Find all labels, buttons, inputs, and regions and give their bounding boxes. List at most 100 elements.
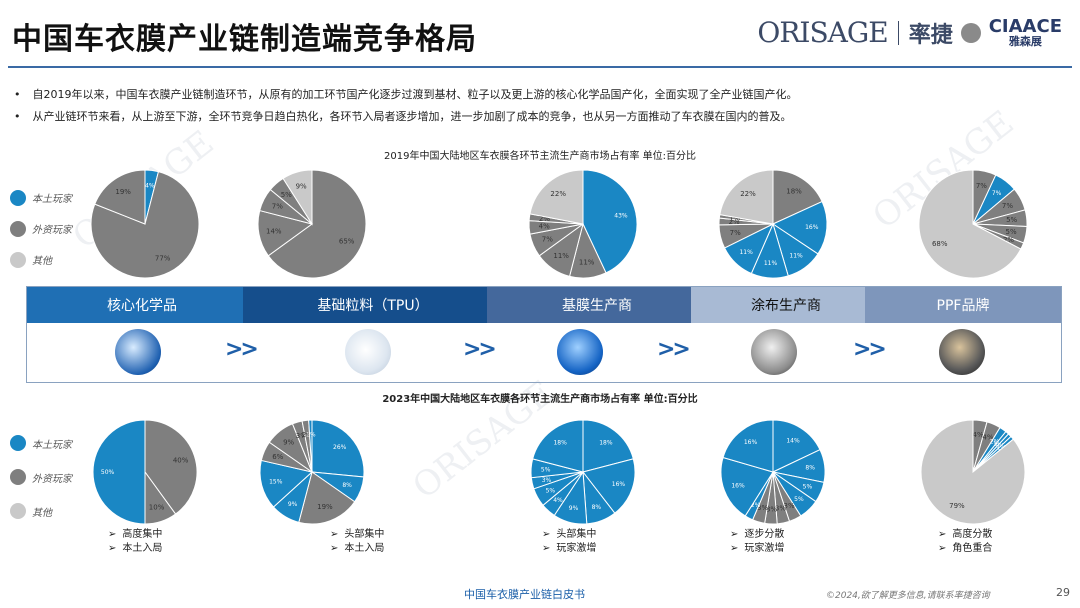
page-number: 29 [1056, 586, 1070, 599]
pie-slice-label: 7% [976, 182, 987, 190]
ciaace-logo: CIAACE 雅森展 [988, 16, 1062, 48]
pie-slice-label: 11% [739, 249, 753, 256]
orisage-logo-cn: 率捷 [908, 22, 953, 48]
pie-slice-label: 79% [949, 502, 965, 510]
pie-slice-label: 18% [786, 187, 802, 195]
legend-swatch [10, 435, 26, 451]
pie-slice-label: 19% [317, 503, 333, 511]
pie-slice-label: 1% [995, 443, 1005, 450]
note-item: 玩家激增 [542, 542, 596, 556]
pie-slice-label: 15% [269, 478, 283, 485]
ppf-brand-icon [939, 329, 985, 375]
pie-slice-label: 2% [751, 502, 761, 509]
pie-slice-label: 65% [339, 238, 355, 246]
pie-chart-2023-1: 40% 10% 50% [92, 419, 198, 525]
note-item: 角色重合 [938, 542, 992, 556]
stage-coating: 涂布生产商 [691, 287, 881, 323]
ciaace-logo-cn: 雅森展 [1008, 35, 1042, 48]
pie-slice-label: 3% [757, 504, 768, 512]
pie-slice-label: 16% [805, 224, 819, 231]
pie-slice [720, 456, 774, 517]
pie-slice-label: 68% [932, 240, 948, 248]
pie-slice-label: 4% [973, 431, 984, 439]
arrow-icon: >> [657, 337, 691, 362]
pie-slice-label: 5% [794, 496, 804, 503]
stage-tpu-pellets: 基础粒料（TPU） [243, 287, 503, 323]
pie-slice-label: 43% [614, 213, 628, 220]
legend-label: 外资玩家 [32, 473, 72, 485]
pie-slice-label: 2% [729, 218, 740, 226]
pie-slice [311, 419, 365, 478]
pie-slice-label: 18% [553, 439, 567, 446]
legend-label: 其他 [32, 256, 52, 267]
legend-label: 本土玩家 [32, 439, 72, 451]
pie-slice-label: 7% [272, 202, 283, 210]
legend-swatch [10, 469, 26, 485]
orisage-logo: ORISAGE [757, 16, 888, 49]
arrow-icon: >> [463, 337, 497, 362]
note-group-3: 头部集中玩家激增 [542, 528, 596, 556]
bullet-item: 自2019年以来，中国车衣膜产业链制造环节，从原有的加工环节国产化逐步过渡到基材… [14, 84, 798, 106]
pie-slice-label: 8% [342, 482, 352, 489]
note-item: 本土入局 [330, 542, 384, 556]
pie-slice [92, 419, 146, 525]
pie-slice-label: 50% [101, 469, 115, 476]
pie-slice-label: 77% [155, 255, 171, 263]
pie-slice-label: 1% [996, 444, 1006, 451]
pie-slice-label: 5% [1006, 216, 1017, 224]
pie-chart-2019-2: 65% 14% 7% 5% 9% [257, 169, 367, 279]
pie-slice [772, 169, 823, 225]
ciaace-logo-en: CIAACE [988, 16, 1062, 37]
legend-swatch [10, 220, 26, 237]
pie-slice-label: 4% [539, 222, 550, 230]
footer-copyright: ©2024,欲了解更多信息,请联系率捷咨询 [826, 591, 990, 601]
pie-chart-2019-3: 43% 11% 11% 7% 4%2% 22% [528, 169, 638, 279]
pie-chart-2023-2: 26%8%19%9%15%6%9%3%2%1% [259, 419, 365, 525]
film-roll-icon [557, 329, 603, 375]
pie-slice [582, 458, 636, 514]
legend-swatch [10, 189, 26, 206]
legend-label: 本土玩家 [32, 194, 72, 205]
pie-slice [532, 419, 584, 473]
logo-group: ORISAGE 率捷 CIAACE 雅森展 [757, 16, 1062, 49]
pie-slice [918, 169, 1022, 279]
badge-icon [960, 22, 981, 43]
pie-slice-label: 5% [1006, 228, 1017, 236]
pie-slice-label: 9% [283, 439, 294, 447]
pie-slice-label: 3% [783, 502, 794, 510]
pie-slice [772, 419, 821, 473]
legend-2019: 本土玩家 外资玩家 其他 [10, 182, 72, 275]
page-title: 中国车衣膜产业链制造端竞争格局 [12, 22, 477, 57]
legend-label: 外资玩家 [32, 225, 72, 236]
pie-slice-label: 7% [992, 190, 1002, 197]
pie-slice-label: 11% [789, 252, 803, 259]
note-item: 高度分散 [938, 528, 992, 542]
pie-chart-2023-3: 18% 16% 8% 9% 4% 5% 3% 5% 18% [530, 419, 636, 525]
pie-slice [282, 169, 313, 226]
pie-slice-label: 1% [729, 214, 740, 222]
stage-ppf-brand: PPF品牌 [865, 287, 1061, 323]
pie-chart-2023-4: 14%8%5%5%3%3%3%3%2%16%16% [720, 419, 826, 525]
pie-slice [582, 169, 638, 274]
note-item: 头部集中 [330, 528, 384, 542]
footer-title: 中国车衣膜产业链白皮书 [464, 588, 585, 601]
pie-slice-label: 3% [775, 505, 786, 513]
legend-swatch [10, 503, 26, 519]
logo-divider [897, 20, 899, 45]
pie-slice-label: 5% [803, 484, 813, 491]
pie-slice-label: 14% [786, 437, 800, 444]
pie-slice-label: 3% [542, 477, 552, 484]
pie-slice-label: 5% [546, 487, 556, 494]
pie-slice-label: 8% [805, 464, 815, 471]
legend-item-domestic: 本土玩家 [10, 182, 72, 213]
pie-slice [259, 459, 314, 508]
note-group-5: 高度分散角色重合 [938, 528, 992, 556]
pie-slice-label: 10% [149, 504, 165, 512]
pie-slice-label: 2% [1003, 236, 1014, 244]
legend-swatch [10, 251, 26, 268]
pie-slice-label: 5% [281, 191, 292, 199]
pie-slice-label: 11% [764, 260, 778, 267]
pie-slice-label: 5% [541, 466, 551, 473]
pie-chart-2019-1: 4% 77% 19% [90, 169, 200, 279]
pie-slice-label: 3% [766, 505, 777, 513]
